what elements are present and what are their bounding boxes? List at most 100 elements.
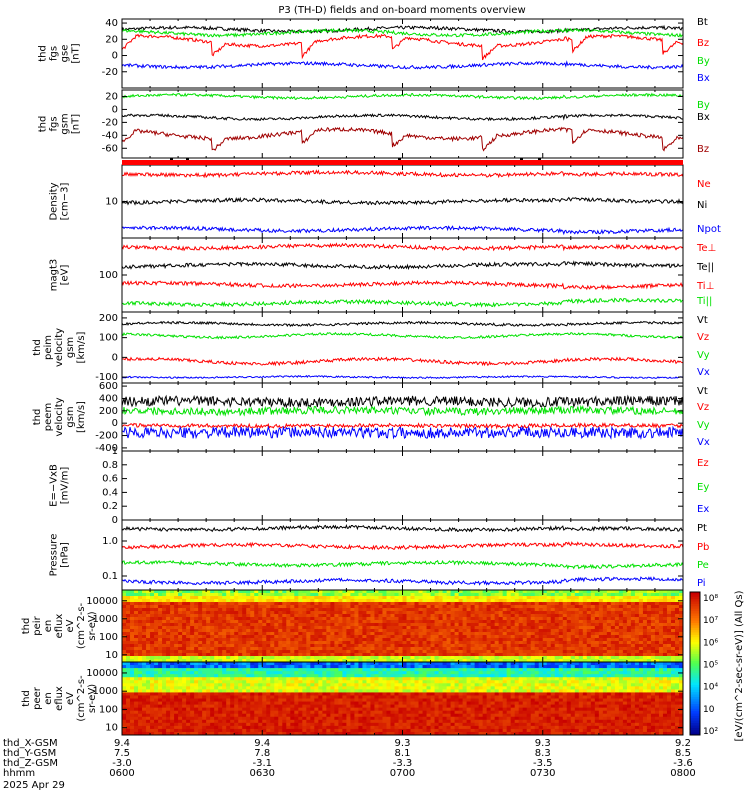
plot-title: P3 (TH-D) fields and on-board moments ov… xyxy=(278,5,525,16)
panel-peem-legend-vx: Vx xyxy=(697,437,710,448)
panel-peir-ylabel-line: eflux xyxy=(54,614,65,639)
panel-peir-ylabel-line: thd xyxy=(21,618,32,635)
panel-peer-ylabel-line: peer xyxy=(32,686,43,710)
panel-pressure-ytick: 0.1 xyxy=(102,571,118,582)
panel-efield-ytick: 0.2 xyxy=(102,501,118,512)
panel-peem-series-vx xyxy=(122,427,683,439)
panel-peem-ytick: 400 xyxy=(99,393,118,404)
panel-fgs-ytick: 0 xyxy=(112,51,118,62)
panel-pressure-series-pe xyxy=(122,561,683,569)
panel-peir-ytick: 10000 xyxy=(86,596,118,607)
panel-peir-ylabel-line: peir xyxy=(32,615,43,635)
panel-peir-ytick: 10 xyxy=(105,650,118,661)
panel-temp-legend-ti: Ti⊥ xyxy=(696,281,714,292)
panel-fgs-ytick: 40 xyxy=(105,18,118,29)
panel-fgs_gsm-frame xyxy=(122,90,683,158)
panel-pressure-ylabel-line: [nPa] xyxy=(60,542,71,568)
panel-efield-frame xyxy=(122,451,683,520)
panel-temp-ylabel-line: magt3 xyxy=(49,259,60,292)
panel-fgs-ylabel-line: [nT] xyxy=(71,43,82,63)
panel-peer-spectrogram xyxy=(122,662,684,736)
panel-fgs_gsm-ylabel-line: [nT] xyxy=(71,114,82,134)
panel-peem-ylabel-line: velocity xyxy=(54,397,65,436)
panel-peim-ytick: 0 xyxy=(112,352,118,363)
panel-peim-ylabel-line: thd xyxy=(32,339,43,356)
panel-peer-ylabel-line: sr-eV) xyxy=(87,684,98,713)
panel-peir-ylabel-line: en xyxy=(43,620,54,633)
panel-peem-legend-vy: Vy xyxy=(697,420,710,431)
panel-fgs-ytick: -20 xyxy=(102,67,118,78)
panel-efield-ytick: 0.6 xyxy=(102,474,118,485)
panel-peim-ylabel-line: gsm xyxy=(65,337,76,358)
panel-pressure-legend-pb: Pb xyxy=(697,542,709,553)
panel-pressure-legend-pe: Pe xyxy=(697,560,709,571)
panel-temp-series-te xyxy=(122,244,683,251)
panel-peem-frame xyxy=(122,383,683,451)
panel-peem-series-vy xyxy=(122,406,683,415)
panel-peir-ylabel-line: (cm^2-s- xyxy=(76,602,87,649)
panel-pressure-series-pi xyxy=(122,577,683,584)
panel-peer-ytick: 10000 xyxy=(86,668,118,679)
panel-peer-ylabel-line: thd xyxy=(21,690,32,707)
panel-density-series-ne xyxy=(122,171,683,177)
panel-peim-ytick: 200 xyxy=(99,313,118,324)
panel-temp-series-ti xyxy=(122,298,683,306)
panel-fgs_gsm-legend-bx: Bx xyxy=(697,112,710,123)
panel-peim-series-vy xyxy=(122,333,683,339)
panel-efield-legend-ey: Ey xyxy=(697,482,709,493)
panel-efield-ytick: 0.4 xyxy=(102,487,118,498)
panel-peim-ylabel-line: peim xyxy=(43,335,54,360)
panel-peem-ylabel-line: gsm xyxy=(65,406,76,427)
panel-fgs-legend-bt: Bt xyxy=(697,17,708,28)
panel-fgs-ytick: 20 xyxy=(105,34,118,45)
panel-fgs_gsm-ylabel-line: fgs xyxy=(49,116,60,131)
panel-fgs-series-bx xyxy=(122,62,683,69)
panel-peer-ylabel-line: (cm^2-s- xyxy=(76,675,87,722)
panel-fgs_gsm-series-bz xyxy=(122,128,683,151)
panel-peem-ylabel-line: peem xyxy=(43,403,54,431)
panel-peim-legend-vx: Vx xyxy=(697,367,710,378)
panel-peim-legend-vy: Vy xyxy=(697,350,710,361)
panel-pressure-legend-pi: Pi xyxy=(697,578,706,589)
quality-flag-bar xyxy=(122,160,683,165)
panel-temp-legend-ti: Ti|| xyxy=(696,296,712,307)
panel-fgs_gsm-legend-bz: Bz xyxy=(697,144,709,155)
panel-pressure-ylabel-line: Pressure xyxy=(49,534,60,577)
panel-density-ylabel-line: Density xyxy=(49,182,60,220)
colorbar-label: [eV/(cm^2-sec-sr-eV)] (All Qs) xyxy=(734,590,745,741)
panel-peim-legend-vt: Vt xyxy=(697,315,708,326)
panel-fgs_gsm-ytick: 0 xyxy=(112,104,118,115)
colorbar-tick: 10⁸ xyxy=(703,594,718,604)
panel-peem-ylabel-line: thd xyxy=(32,409,43,426)
panel-peim-frame xyxy=(122,312,683,383)
panel-efield-ytick: 0 xyxy=(112,515,118,526)
panel-density-legend-ni: Ni xyxy=(697,200,707,211)
panel-efield-legend-ez: Ez xyxy=(697,458,709,469)
colorbar-tick: 10⁴ xyxy=(703,683,718,693)
colorbar-tick: 10⁵ xyxy=(703,661,718,671)
panel-peem-ytick: 600 xyxy=(99,381,118,392)
panel-peem-ytick: 200 xyxy=(99,406,118,417)
panel-efield-ytick: 1 xyxy=(112,446,118,457)
panel-peim-ylabel-line: velocity xyxy=(54,328,65,367)
panel-fgs-legend-bz: Bz xyxy=(697,38,709,49)
panel-temp-series-ti xyxy=(122,281,683,289)
panel-peim-series-vt xyxy=(122,322,683,327)
xaxis-tick-label: 0800 xyxy=(670,768,695,779)
colorbar-tick: 10⁳ xyxy=(703,705,715,715)
panel-fgs-ylabel-line: thd xyxy=(38,45,49,62)
panel-fgs_gsm-ytick: 20 xyxy=(105,91,118,102)
panel-fgs_gsm-ylabel-line: gsm xyxy=(60,113,71,134)
xaxis-tick-label: 0700 xyxy=(390,768,415,779)
panel-pressure-legend-pt: Pt xyxy=(697,523,707,534)
panel-density-series-npot xyxy=(122,226,683,234)
panel-temp-series-te xyxy=(122,262,683,269)
panel-peim-ylabel-line: [km/s] xyxy=(76,331,87,363)
panel-fgs_gsm-ytick: -40 xyxy=(102,130,118,141)
panel-peim-legend-vz: Vz xyxy=(697,332,709,343)
panel-fgs_gsm-series-bx xyxy=(122,114,683,120)
panel-peir-ylabel-line: eV xyxy=(65,619,76,632)
xaxis-row-label: hhmm xyxy=(3,768,35,779)
panel-peer-ylabel-line: eflux xyxy=(54,686,65,711)
